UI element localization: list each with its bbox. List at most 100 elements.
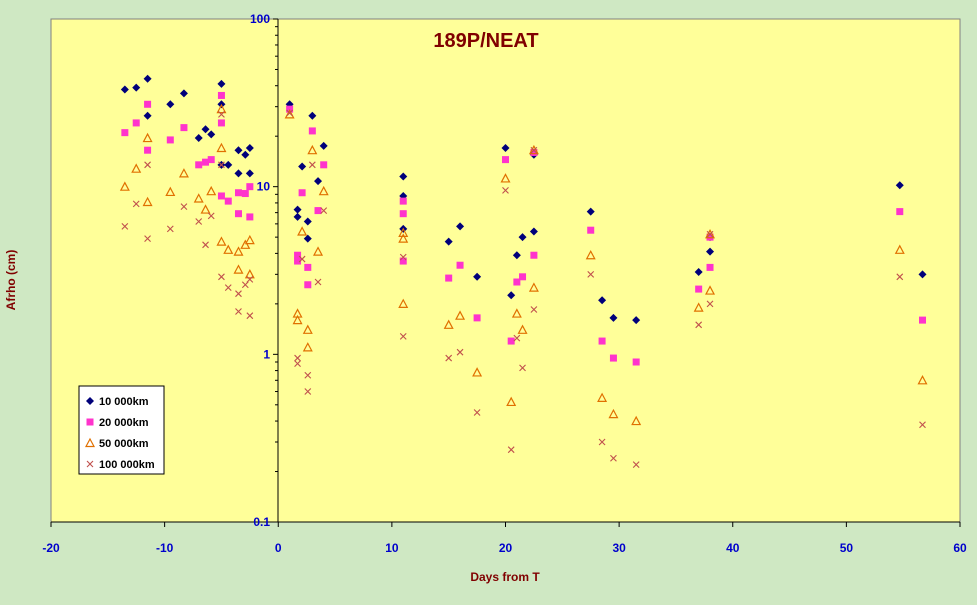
legend-marker bbox=[86, 418, 94, 426]
data-point bbox=[284, 109, 295, 119]
data-point bbox=[512, 251, 521, 260]
data-point bbox=[241, 150, 250, 159]
data-point bbox=[528, 144, 539, 155]
data-point bbox=[207, 212, 215, 220]
legend-label: 100 000km bbox=[99, 459, 155, 471]
data-point bbox=[224, 284, 232, 292]
data-point bbox=[502, 156, 509, 164]
data-point bbox=[472, 367, 483, 377]
data-point bbox=[511, 308, 522, 318]
data-point bbox=[587, 270, 595, 278]
data-point bbox=[244, 269, 255, 279]
series-1 bbox=[120, 74, 927, 325]
data-point bbox=[695, 285, 703, 293]
series-4 bbox=[121, 109, 926, 468]
data-point bbox=[240, 239, 251, 249]
data-point bbox=[180, 203, 188, 211]
data-point bbox=[303, 217, 312, 226]
x-tick-label: -20 bbox=[42, 541, 60, 555]
data-point bbox=[518, 233, 527, 242]
data-point bbox=[517, 324, 528, 334]
data-point bbox=[706, 263, 714, 271]
data-point bbox=[246, 183, 254, 191]
data-point bbox=[502, 187, 509, 194]
data-point bbox=[245, 144, 254, 153]
data-point bbox=[206, 185, 217, 196]
axes bbox=[50, 18, 961, 527]
series-2 bbox=[121, 91, 927, 366]
data-point bbox=[201, 125, 210, 134]
legend-marker bbox=[85, 437, 95, 448]
data-point bbox=[314, 177, 323, 186]
data-point bbox=[398, 298, 409, 308]
data-point bbox=[528, 282, 539, 292]
data-point bbox=[513, 278, 521, 286]
x-tick-label: 0 bbox=[275, 541, 282, 555]
data-point bbox=[705, 229, 716, 239]
data-point bbox=[896, 208, 904, 216]
data-point bbox=[216, 142, 227, 153]
data-point bbox=[294, 360, 301, 368]
data-point bbox=[399, 253, 407, 261]
data-point bbox=[246, 213, 254, 221]
data-point bbox=[609, 354, 617, 362]
data-point bbox=[246, 275, 254, 283]
data-point bbox=[314, 278, 322, 286]
y-tick-label: 0.1 bbox=[253, 515, 270, 529]
data-point bbox=[895, 181, 904, 190]
data-point bbox=[233, 246, 244, 256]
data-point bbox=[455, 310, 466, 320]
data-point bbox=[308, 111, 317, 120]
x-tick-label: 60 bbox=[953, 541, 967, 555]
data-point bbox=[244, 234, 255, 245]
data-point bbox=[586, 207, 595, 216]
data-point bbox=[194, 134, 203, 143]
data-point bbox=[224, 197, 232, 205]
legend-marker bbox=[86, 397, 94, 405]
data-point bbox=[132, 200, 140, 208]
data-point bbox=[597, 392, 608, 402]
data-point bbox=[506, 396, 517, 407]
data-point bbox=[235, 290, 242, 298]
data-point bbox=[695, 321, 703, 329]
data-point bbox=[142, 132, 153, 143]
data-point bbox=[587, 226, 595, 234]
data-point bbox=[144, 161, 151, 169]
data-point bbox=[218, 161, 225, 169]
x-tick-label: 30 bbox=[612, 541, 626, 555]
data-point bbox=[398, 233, 409, 243]
data-points bbox=[119, 74, 928, 468]
data-point bbox=[917, 375, 928, 385]
data-point bbox=[894, 244, 905, 254]
data-point bbox=[507, 291, 516, 300]
x-tick-label: 20 bbox=[499, 541, 513, 555]
data-point bbox=[246, 312, 254, 320]
data-point bbox=[143, 111, 152, 120]
data-point bbox=[398, 227, 409, 237]
y-tick-label: 10 bbox=[257, 180, 271, 194]
data-point bbox=[233, 264, 244, 274]
data-point bbox=[195, 161, 203, 169]
data-point bbox=[241, 190, 249, 198]
data-point bbox=[217, 119, 225, 127]
data-point bbox=[399, 210, 407, 218]
data-point bbox=[456, 222, 465, 231]
data-point bbox=[598, 337, 606, 345]
data-point bbox=[610, 454, 617, 462]
legend: 10 000km 20 000km 50 000km 100 000km bbox=[78, 385, 165, 475]
data-point bbox=[207, 130, 216, 139]
data-point bbox=[507, 337, 515, 345]
data-point bbox=[143, 74, 152, 83]
data-point bbox=[193, 193, 204, 203]
data-point bbox=[694, 267, 703, 276]
legend-items: 10 000km 20 000km 50 000km 100 000km bbox=[85, 396, 155, 471]
data-point bbox=[304, 371, 312, 379]
data-point bbox=[294, 257, 302, 265]
data-point bbox=[217, 91, 225, 99]
data-point bbox=[294, 354, 301, 362]
data-point bbox=[180, 124, 188, 132]
data-point bbox=[294, 251, 302, 259]
data-point bbox=[896, 273, 904, 281]
x-tick-label: -10 bbox=[156, 541, 174, 555]
data-point bbox=[166, 136, 174, 144]
